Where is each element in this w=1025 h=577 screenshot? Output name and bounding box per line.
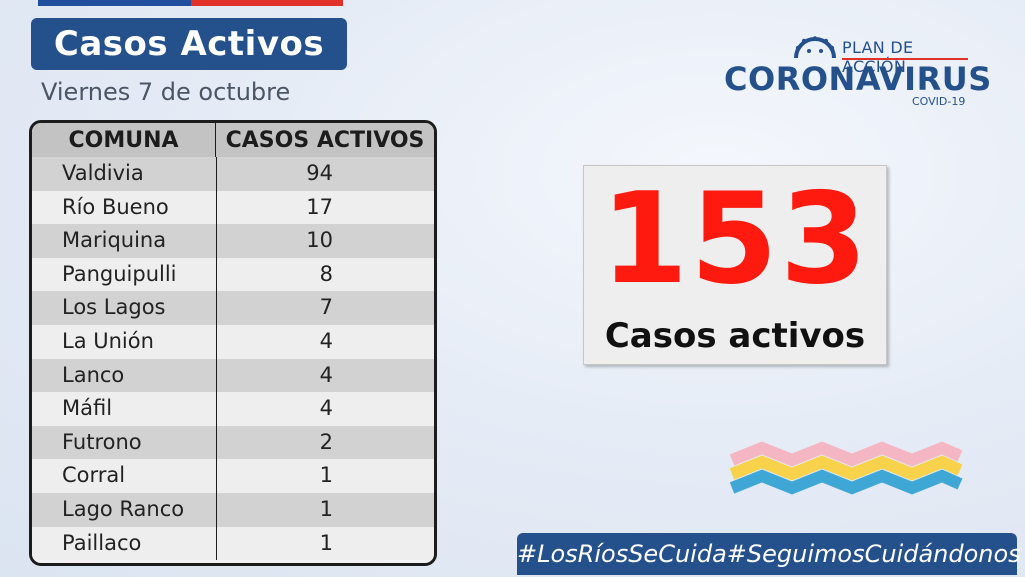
flag-stripe-red <box>190 0 343 6</box>
casos-cell: 1 <box>319 496 333 521</box>
casos-cell: 2 <box>319 429 333 454</box>
comuna-cell: Valdivia <box>32 157 217 191</box>
page-title: Casos Activos <box>31 18 347 70</box>
casos-cell: 1 <box>319 463 333 488</box>
total-cases-label: Casos activos <box>604 316 866 356</box>
table-row: Futrono 2 <box>32 425 434 460</box>
comuna-cell: Lanco <box>32 358 217 393</box>
table-row: Río Bueno 17 <box>32 190 434 225</box>
casos-cell: 4 <box>319 396 333 421</box>
table-row: Lago Ranco 1 <box>32 492 434 527</box>
table-row: La Unión 4 <box>32 324 434 359</box>
coronavirus-plan-logo: PLAN DE ACCIÓN CORONAVIRUS COVID-19 <box>722 32 991 112</box>
comuna-cell: Futrono <box>32 425 217 460</box>
casos-cell: 10 <box>306 228 333 253</box>
casos-cell: 17 <box>306 194 333 219</box>
table-row: Valdivia 94 <box>32 157 434 191</box>
logo-underline <box>842 58 968 60</box>
casos-cell: 4 <box>319 328 333 353</box>
date-label: Viernes 7 de octubre <box>41 78 291 106</box>
comuna-cell: Río Bueno <box>32 190 217 225</box>
flag-stripe-blue <box>38 0 191 6</box>
table-row: Paillaco 1 <box>32 526 434 561</box>
hashtag-los-rios: #LosRíosSeCuida <box>517 540 727 568</box>
table-header: COMUNA CASOS ACTIVOS <box>32 123 434 157</box>
comuna-cell: Lago Ranco <box>32 492 217 527</box>
casos-cell: 1 <box>319 530 333 555</box>
table-body: Valdivia 94 Río Bueno 17 Mariquina 10 Pangu… <box>32 157 434 561</box>
comuna-cell: Mariquina <box>32 224 217 258</box>
total-cases-number: 153 <box>600 165 870 312</box>
comuna-cell: La Unión <box>32 324 217 359</box>
table-row: Corral 1 <box>32 459 434 493</box>
decorative-waves-icon <box>729 441 963 495</box>
table-row: Máfil 4 <box>32 392 434 426</box>
cases-table: COMUNA CASOS ACTIVOS Valdivia 94 Río Buen… <box>29 120 437 566</box>
column-header-comuna: COMUNA <box>32 123 216 157</box>
comuna-cell: Corral <box>32 459 217 493</box>
logo-sub-text: COVID-19 <box>912 95 966 108</box>
table-row: Mariquina 10 <box>32 224 434 258</box>
casos-cell: 4 <box>319 362 333 387</box>
casos-cell: 7 <box>319 295 333 320</box>
table-row: Los Lagos 7 <box>32 291 434 325</box>
comuna-cell: Panguipulli <box>32 257 217 292</box>
virus-icon <box>794 36 836 59</box>
comuna-cell: Máfil <box>32 392 217 426</box>
hashtag-banner: #LosRíosSeCuida #SeguimosCuidándonos <box>517 533 1021 575</box>
logo-main-text: CORONAVIRUS <box>724 60 992 98</box>
comuna-cell: Paillaco <box>32 526 217 561</box>
logo-top-text: PLAN DE ACCIÓN <box>842 38 914 76</box>
flag-stripe <box>38 0 343 6</box>
table-row: Lanco 4 <box>32 358 434 393</box>
total-cases-card: 153 Casos activos <box>583 165 887 365</box>
column-header-casos: CASOS ACTIVOS <box>225 128 425 153</box>
casos-cell: 8 <box>319 261 333 286</box>
casos-cell: 94 <box>306 161 333 185</box>
comuna-cell: Los Lagos <box>32 291 217 325</box>
table-row: Panguipulli 8 <box>32 257 434 292</box>
hashtag-seguimos: #SeguimosCuidándonos <box>726 540 1021 568</box>
